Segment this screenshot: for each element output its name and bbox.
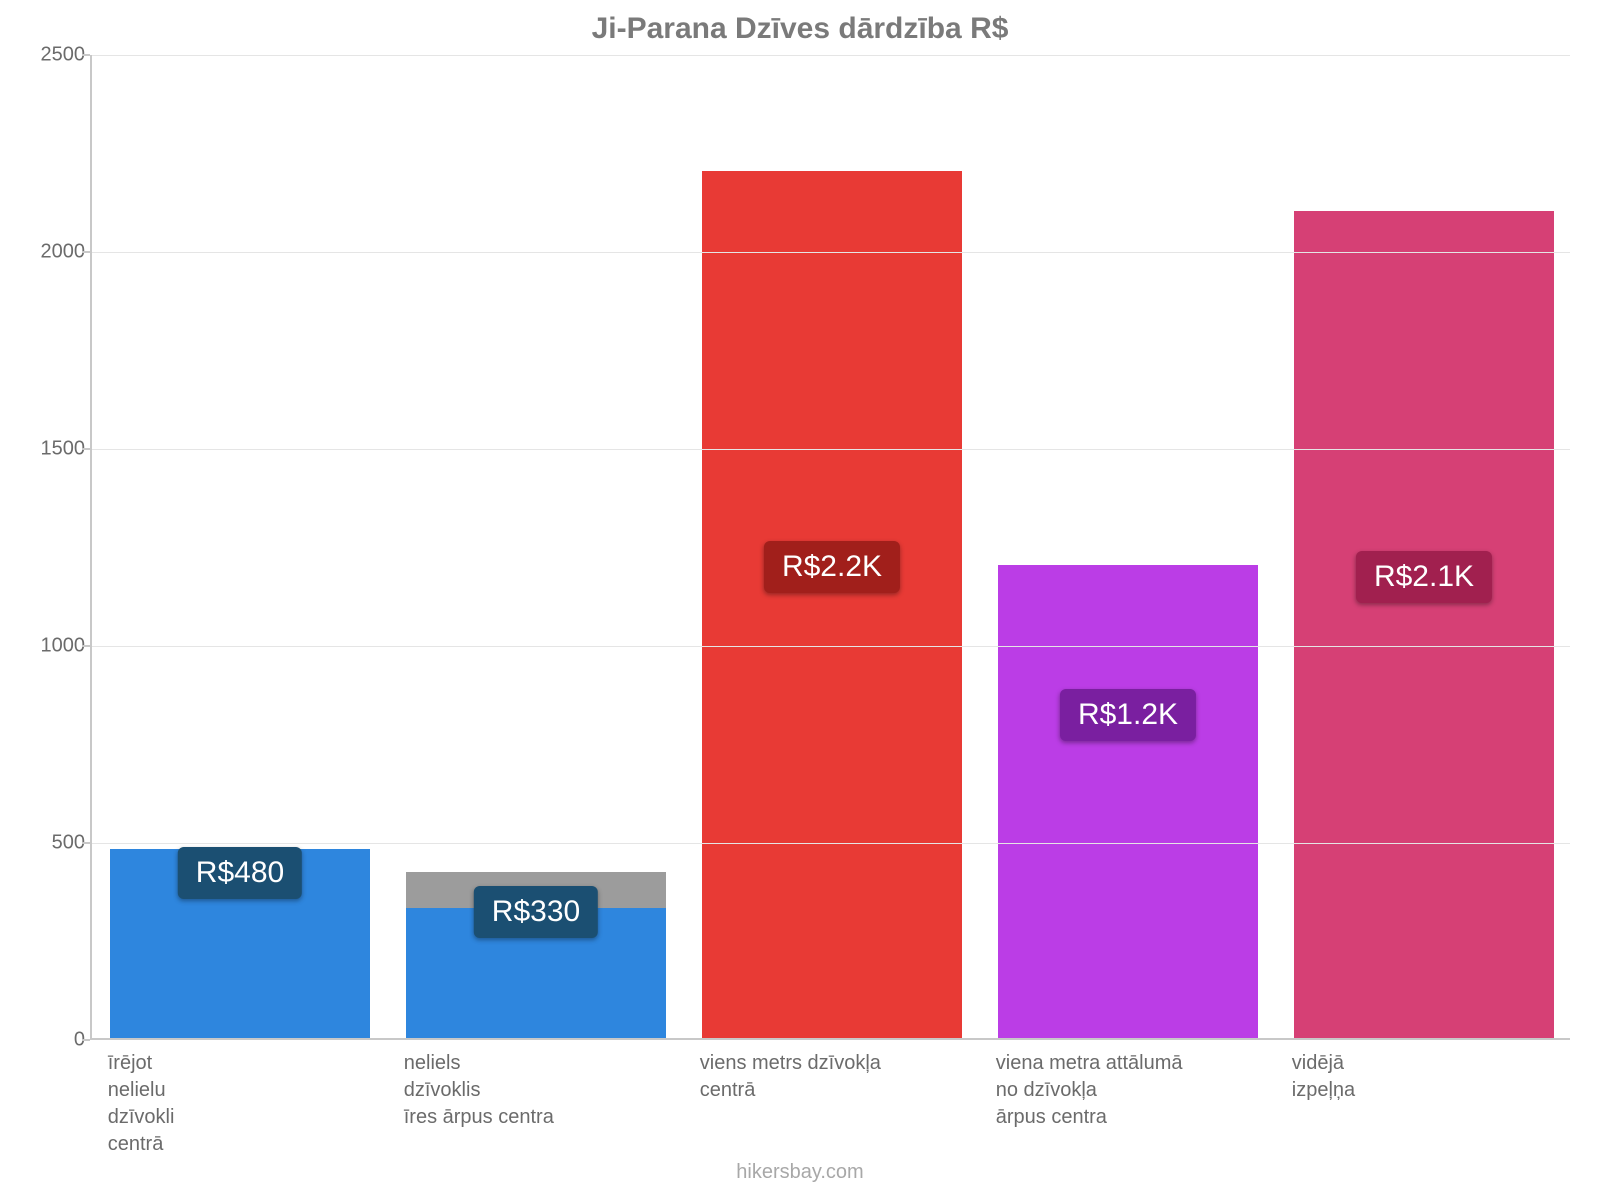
y-axis-tick-mark (82, 842, 90, 844)
grid-line (92, 55, 1570, 56)
y-axis-tick-label: 2500 (35, 44, 85, 67)
value-badge: R$1.2K (1060, 689, 1196, 741)
value-badge: R$2.2K (764, 541, 900, 593)
category-label: īrējotnelieludzīvoklicentrā (108, 1050, 368, 1158)
y-axis-tick-mark (82, 1039, 90, 1041)
bar (702, 171, 962, 1038)
grid-line (92, 449, 1570, 450)
bar (1294, 211, 1554, 1038)
y-axis-tick-label: 2000 (35, 241, 85, 264)
value-badge: R$330 (474, 886, 598, 938)
y-axis-tick-label: 0 (35, 1029, 85, 1052)
y-axis-tick-mark (82, 54, 90, 56)
bar (998, 565, 1258, 1038)
category-label: vidējāizpeļņa (1292, 1050, 1552, 1104)
category-label: nelielsdzīvoklisīres ārpus centra (404, 1050, 664, 1131)
plot-area: R$480 R$330 R$2.2K R$1.2K R$2.1K (90, 55, 1570, 1040)
y-axis-tick-mark (82, 448, 90, 450)
y-axis-tick-label: 1500 (35, 438, 85, 461)
grid-line (92, 646, 1570, 647)
y-axis-tick-mark (82, 645, 90, 647)
value-badge: R$480 (178, 847, 302, 899)
y-axis-tick-label: 1000 (35, 635, 85, 658)
grid-line (92, 252, 1570, 253)
grid-line (92, 843, 1570, 844)
bars-layer: R$480 R$330 R$2.2K R$1.2K R$2.1K (92, 55, 1570, 1038)
value-badge: R$2.1K (1356, 551, 1492, 603)
category-label: viena metra attālumāno dzīvokļaārpus cen… (996, 1050, 1256, 1131)
y-axis-tick-mark (82, 251, 90, 253)
y-axis-tick-label: 500 (35, 832, 85, 855)
source-label: hikersbay.com (0, 1161, 1600, 1184)
category-label: viens metrs dzīvokļacentrā (700, 1050, 960, 1104)
chart-title: Ji-Parana Dzīves dārdzība R$ (0, 12, 1600, 46)
chart-container: Ji-Parana Dzīves dārdzība R$ R$480R$330R… (0, 0, 1600, 1200)
